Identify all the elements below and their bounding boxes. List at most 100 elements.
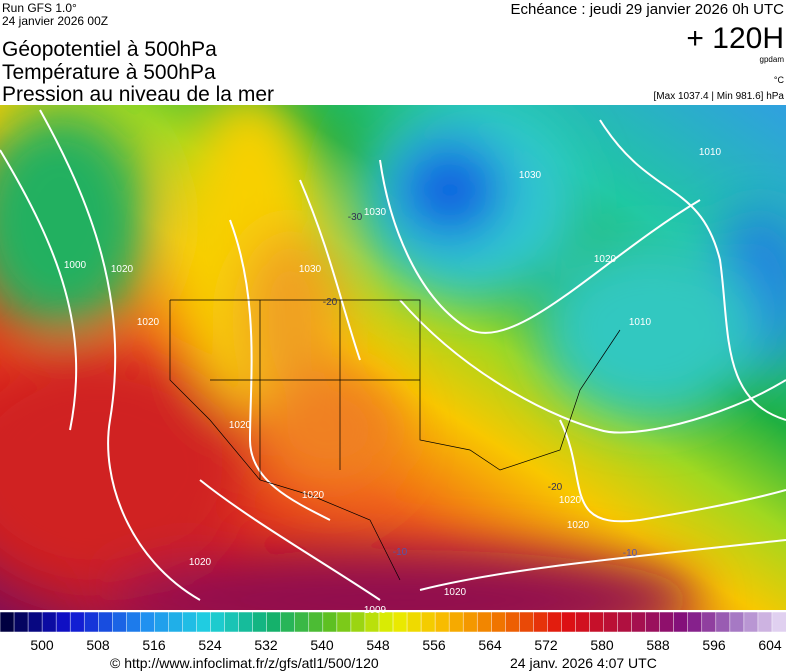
isobars: [0, 109, 786, 601]
colorbar-cell: [631, 611, 647, 633]
contour-label: 1020: [111, 264, 134, 275]
timestamp: 24 janv. 2026 4:07 UTC: [510, 655, 657, 671]
contour-label: 1030: [299, 264, 322, 275]
colorbar: 500 508 516 524 532 540 548 556 564 572 580 588 596 6…: [0, 611, 786, 653]
contour-label: 1020: [189, 557, 212, 568]
colorbar-cell: [701, 611, 717, 633]
colorbar-cell: [771, 611, 786, 633]
colorbar-cell: [575, 611, 591, 633]
colorbar-cell: [55, 611, 71, 633]
colorbar-cell: [659, 611, 675, 633]
colorbar-label: 540: [310, 637, 334, 653]
colorbar-label: 500: [30, 637, 54, 653]
colorbar-cell: [462, 611, 478, 633]
colorbar-cell: [13, 611, 29, 633]
source-url: © http://www.infoclimat.fr/z/gfs/atl1/50…: [110, 655, 379, 671]
colorbar-cell: [69, 611, 85, 633]
colorbar-cell: [294, 611, 310, 633]
colorbar-label: 572: [534, 637, 558, 653]
forecast-time: Echéance : jeudi 29 janvier 2026 0h UTC: [510, 1, 784, 18]
colorbar-cell: [98, 611, 114, 633]
colorbar-cell: [448, 611, 464, 633]
colorbar-cell: [729, 611, 745, 633]
colorbar-cell: [687, 611, 703, 633]
colorbar-cell: [210, 611, 226, 633]
title: Pression au niveau de la mer: [2, 83, 274, 106]
colorbar-cell: [182, 611, 198, 633]
contour-label: -30: [348, 212, 363, 223]
colorbar-cell: [505, 611, 521, 633]
colorbar-cell: [83, 611, 100, 633]
colorbar-cell: [266, 611, 282, 633]
colorbar-cell: [757, 611, 773, 633]
contour-label: 1020: [444, 587, 467, 598]
title: Géopotentiel à 500hPa: [2, 38, 217, 61]
contour-label: 1020: [137, 317, 160, 328]
colorbar-label: 508: [86, 637, 110, 653]
colorbar-cell: [617, 611, 633, 633]
colorbar-cell: [645, 611, 661, 633]
colorbar-cell: [112, 611, 128, 633]
colorbar-cell: [140, 611, 156, 633]
contour-label: 1030: [519, 170, 542, 181]
colorbar-cell: [252, 611, 268, 633]
colorbar-cell: [336, 611, 352, 633]
contour-label: -10: [623, 548, 638, 559]
colorbar-cell: [238, 611, 254, 633]
colorbar-label: 588: [646, 637, 670, 653]
lead-time: + 120H: [686, 22, 784, 55]
contour-label: 1020: [594, 254, 617, 265]
colorbar-cell: [224, 611, 240, 633]
unit: gpdam: [760, 55, 785, 64]
colorbar-cell: [406, 611, 422, 633]
colorbar-label: 604: [758, 637, 782, 653]
colorbar-cell: [603, 611, 619, 633]
colorbar-label: 596: [702, 637, 726, 653]
unit: °C: [774, 75, 785, 85]
contour-label: 1010: [629, 317, 652, 328]
colorbar-cell: [154, 611, 170, 633]
contour-label: 1009: [364, 605, 387, 616]
colorbar-cell: [0, 611, 15, 633]
title: Température à 500hPa: [2, 61, 216, 84]
borders: [169, 299, 621, 581]
colorbar-label: 556: [422, 637, 446, 653]
contour-label: -20: [548, 482, 563, 493]
contour-label: 1020: [559, 495, 582, 506]
colorbar-cell: [589, 611, 605, 633]
colorbar-label: 564: [478, 637, 502, 653]
contour-label: 1020: [302, 490, 325, 501]
run-label: Run GFS 1.0°: [2, 1, 77, 15]
colorbar-cell: [27, 611, 43, 633]
colorbar-label: 548: [366, 637, 390, 653]
contour-label: 1030: [364, 207, 387, 218]
contour-label: -20: [323, 297, 338, 308]
colorbar-cell: [743, 611, 759, 633]
colorbar-cell: [280, 611, 296, 633]
colorbar-label: 524: [198, 637, 222, 653]
colorbar-cell: [126, 611, 142, 633]
colorbar-cell: [196, 611, 212, 633]
map-field: [0, 105, 786, 610]
colorbar-cell: [392, 611, 408, 633]
contour-label: 1020: [229, 420, 252, 431]
colorbar-label: 516: [142, 637, 166, 653]
colorbar-label: 532: [254, 637, 278, 653]
colorbar-cell: [673, 611, 689, 633]
colorbar-cell: [561, 611, 577, 633]
colorbar-label: 580: [590, 637, 614, 653]
colorbar-cell: [519, 611, 535, 633]
colorbar-cell: [322, 611, 338, 633]
pressure-range: [Max 1037.4 | Min 981.6] hPa: [654, 91, 785, 102]
contour-label: 1020: [567, 520, 590, 531]
contour-label: 1010: [699, 147, 722, 158]
colorbar-cell: [533, 611, 549, 633]
contour-label: -10: [393, 547, 408, 558]
colorbar-cell: [547, 611, 563, 633]
colorbar-cell: [41, 611, 57, 633]
contour-label: 1000: [64, 260, 87, 271]
colorbar-cell: [308, 611, 324, 633]
colorbar-cell: [434, 611, 450, 633]
